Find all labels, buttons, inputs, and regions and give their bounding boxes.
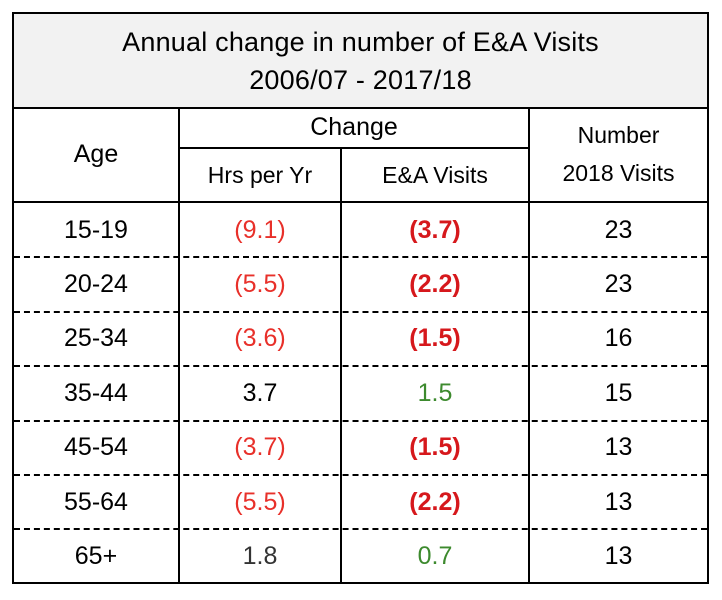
title-line-1: Annual change in number of E&A Visits	[122, 26, 599, 57]
cell-hrs-per-yr: (3.6)	[234, 324, 286, 353]
row-divider	[14, 310, 707, 313]
row-divider	[14, 419, 707, 422]
header-number-line-2: 2018 Visits	[562, 160, 675, 186]
row-divider	[14, 365, 707, 368]
cell-hrs-per-yr: (5.5)	[234, 487, 286, 516]
cell-2018-visits: 16	[604, 324, 633, 353]
cell-2018-visits: 13	[604, 487, 633, 516]
cell-hrs-per-yr: 1.8	[242, 542, 278, 571]
cell-hrs-per-yr: (5.5)	[234, 270, 286, 299]
cell-age: 20-24	[64, 270, 128, 299]
cell-age: 35-44	[64, 378, 128, 407]
header-number: Number 2018 Visits	[530, 107, 707, 201]
cell-hrs-per-yr: (9.1)	[234, 215, 286, 244]
cell-hrs-per-yr: (3.7)	[234, 433, 286, 462]
divider-header	[14, 201, 707, 203]
row-divider	[14, 528, 707, 531]
cell-ea-visits: (3.7)	[409, 215, 461, 244]
cell-2018-visits: 13	[604, 542, 633, 571]
cell-hrs-per-yr: 3.7	[242, 378, 278, 407]
cell-age: 65+	[74, 542, 118, 571]
cell-2018-visits: 23	[604, 215, 633, 244]
header-change: Change	[310, 112, 398, 141]
cell-age: 25-34	[64, 324, 128, 353]
data-table: Annual change in number of E&A Visits 20…	[12, 12, 709, 584]
cell-ea-visits: (1.5)	[409, 324, 461, 353]
row-divider	[14, 256, 707, 259]
cell-age: 55-64	[64, 487, 128, 516]
header-number-line-1: Number	[577, 122, 660, 148]
cell-2018-visits: 15	[604, 378, 633, 407]
divider-age	[178, 107, 180, 582]
cell-2018-visits: 23	[604, 270, 633, 299]
cell-ea-visits: (2.2)	[409, 270, 461, 299]
header-age: Age	[73, 139, 119, 168]
cell-ea-visits: 0.7	[417, 542, 453, 571]
cell-2018-visits: 13	[604, 433, 633, 462]
header-hrs-per-yr: Hrs per Yr	[207, 161, 313, 188]
title-line-2: 2006/07 - 2017/18	[249, 64, 472, 95]
row-divider	[14, 474, 707, 476]
divider-change	[178, 147, 530, 149]
cell-ea-visits: (2.2)	[409, 487, 461, 516]
header-ea-visits: E&A Visits	[382, 161, 488, 188]
cell-ea-visits: (1.5)	[409, 433, 461, 462]
divider-ea	[528, 107, 530, 582]
table-title: Annual change in number of E&A Visits 20…	[14, 14, 707, 109]
cell-age: 15-19	[64, 215, 128, 244]
cell-age: 45-54	[64, 433, 128, 462]
cell-ea-visits: 1.5	[417, 378, 453, 407]
